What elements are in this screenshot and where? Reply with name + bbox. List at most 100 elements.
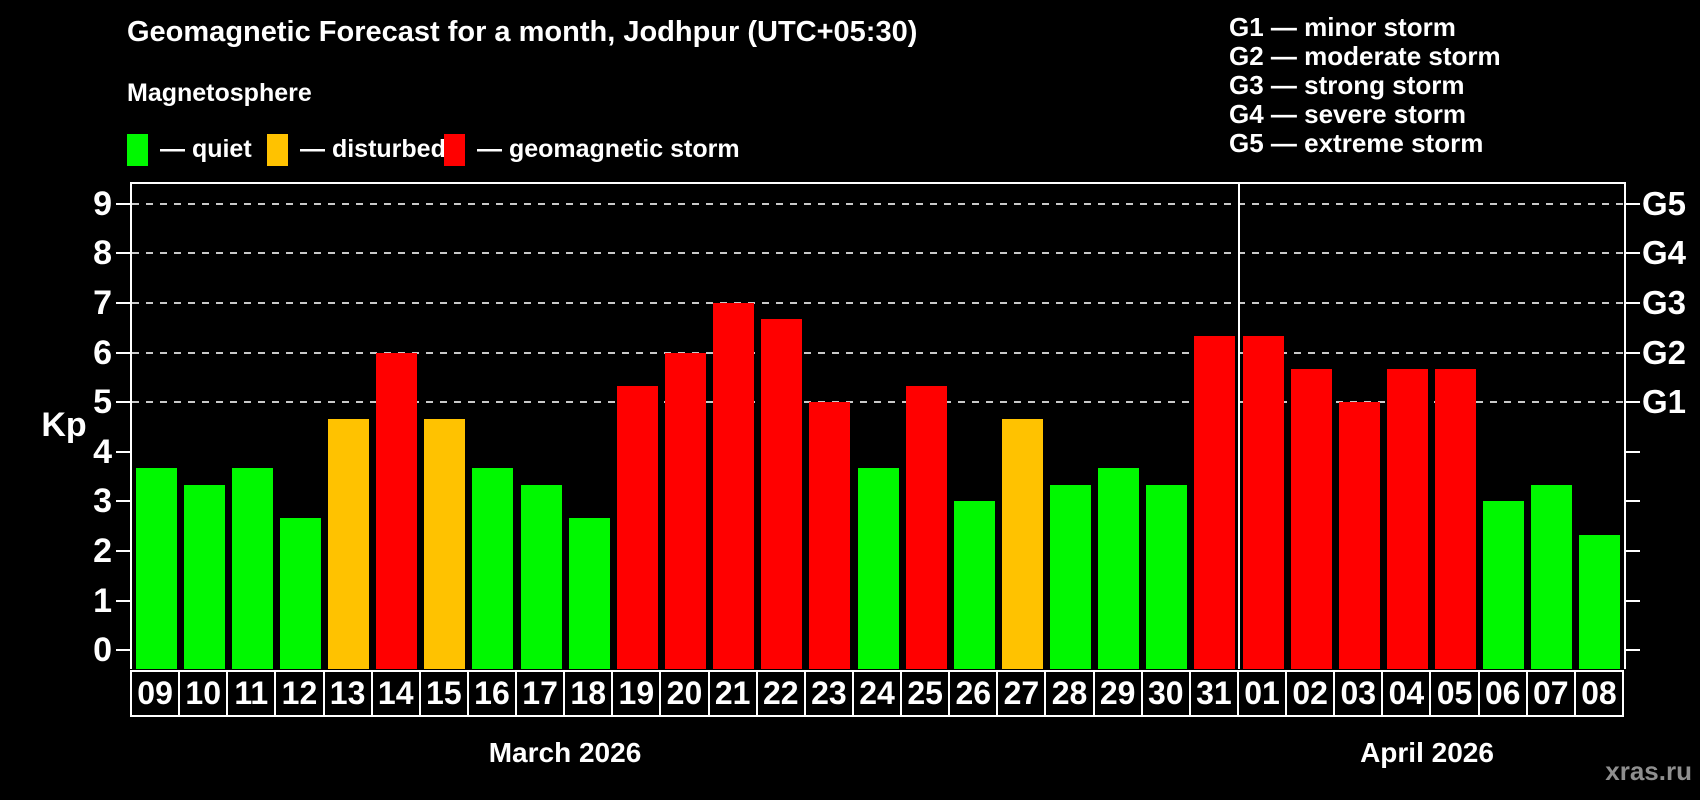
tick-left-8: [116, 252, 130, 255]
bar-march-19: [616, 385, 658, 669]
y-tick-label-7: 7: [93, 284, 112, 323]
tick-left-2: [116, 549, 130, 552]
bar-march-30: [1146, 485, 1188, 669]
day-cell-april-02: 02: [1285, 670, 1334, 717]
tick-right-8: [1626, 252, 1640, 255]
tick-left-3: [116, 500, 130, 503]
day-cell-march-30: 30: [1140, 670, 1189, 717]
y-tick-label-5: 5: [93, 383, 112, 422]
g-scale-label-g4: G4: [1642, 234, 1687, 272]
page-title: Geomagnetic Forecast for a month, Jodhpu…: [127, 16, 918, 48]
tick-left-7: [116, 302, 130, 305]
day-cell-march-14: 14: [370, 670, 419, 717]
day-cell-march-28: 28: [1044, 670, 1093, 717]
bar-march-11: [231, 468, 273, 669]
bar-march-23: [809, 402, 851, 669]
day-cell-march-16: 16: [466, 670, 516, 717]
gridline-kp-8: [132, 252, 1624, 255]
bar-march-29: [1098, 468, 1140, 669]
bar-april-03: [1338, 402, 1380, 669]
bar-march-27: [1001, 418, 1043, 669]
tick-right-1: [1626, 599, 1640, 602]
tick-right-5: [1626, 401, 1640, 404]
bar-march-16: [472, 468, 514, 669]
month-label-april: April 2026: [1360, 737, 1494, 768]
y-tick-label-3: 3: [93, 482, 112, 521]
bar-april-04: [1386, 368, 1428, 669]
bar-march-31: [1194, 336, 1236, 669]
bar-march-14: [376, 352, 418, 669]
legend-item-disturbed: — disturbed: [267, 133, 446, 166]
watermark-xras: xras.ru: [1605, 756, 1692, 786]
y-tick-label-8: 8: [93, 234, 112, 273]
day-cell-april-05: 05: [1429, 670, 1478, 717]
magnetosphere-label: Magnetosphere: [127, 79, 312, 107]
gridline-kp-5: [132, 401, 1624, 404]
tick-right-9: [1626, 202, 1640, 205]
bar-march-28: [1050, 485, 1092, 669]
y-tick-label-0: 0: [93, 631, 112, 670]
tick-right-2: [1626, 549, 1640, 552]
storm-swatch-icon: [444, 133, 465, 166]
day-cell-march-10: 10: [178, 670, 227, 717]
tick-left-6: [116, 351, 130, 354]
day-cell-march-12: 12: [274, 670, 323, 717]
day-cell-march-20: 20: [659, 670, 708, 717]
y-tick-label-6: 6: [93, 333, 112, 372]
plot-area: [130, 182, 1626, 669]
y-tick-label-1: 1: [93, 581, 112, 620]
day-cell-april-07: 07: [1525, 670, 1574, 717]
day-cell-march-19: 19: [611, 670, 660, 717]
tick-left-5: [116, 401, 130, 404]
day-axis: 09 10 11 12 13 14 15 16 17 18 19 20 21 22 23 24 25 26 27 28…: [130, 670, 1626, 717]
legend-item-quiet: — quiet: [127, 133, 252, 166]
g-legend-line-g4: G4 — severe storm: [1229, 99, 1467, 129]
g-legend-line-g2: G2 — moderate storm: [1229, 41, 1501, 71]
day-cell-march-23: 23: [803, 670, 852, 717]
bar-march-17: [520, 485, 562, 669]
legend-item-storm: — geomagnetic storm: [444, 133, 740, 166]
g-scale-label-g1: G1: [1642, 383, 1687, 421]
day-cell-april-01: 01: [1236, 670, 1286, 717]
g-scale-label-g3: G3: [1642, 284, 1687, 322]
day-cell-april-06: 06: [1477, 670, 1526, 717]
gridline-kp-6: [132, 351, 1624, 354]
day-cell-march-22: 22: [755, 670, 804, 717]
day-cell-march-11: 11: [226, 670, 275, 717]
g-legend-line-g5: G5 — extreme storm: [1229, 128, 1484, 158]
bar-april-05: [1435, 368, 1477, 669]
gridline-kp-7: [132, 302, 1624, 305]
g-scale-label-g2: G2: [1642, 333, 1687, 371]
bar-march-20: [664, 352, 706, 669]
bar-march-09: [135, 468, 177, 669]
tick-left-1: [116, 599, 130, 602]
bar-april-07: [1531, 485, 1573, 669]
legend-label-storm: — geomagnetic storm: [477, 135, 740, 163]
day-cell-march-29: 29: [1092, 670, 1141, 717]
g-scale-label-g5: G5: [1642, 184, 1687, 222]
day-cell-april-03: 03: [1333, 670, 1382, 717]
bar-march-12: [279, 517, 321, 669]
tick-left-9: [116, 202, 130, 205]
bar-april-02: [1290, 368, 1332, 669]
g-scale-legend: G1 — minor storm G2 — moderate storm G3 …: [1229, 13, 1501, 158]
bar-march-21: [713, 303, 755, 669]
tick-right-3: [1626, 500, 1640, 503]
bar-march-24: [857, 468, 899, 669]
day-cell-march-31: 31: [1188, 670, 1237, 717]
day-cell-april-04: 04: [1381, 670, 1430, 717]
g-legend-line-g1: G1 — minor storm: [1229, 12, 1456, 42]
month-label-march: March 2026: [488, 737, 642, 768]
bar-march-26: [953, 501, 995, 669]
day-cell-march-24: 24: [851, 670, 901, 717]
day-cell-march-15: 15: [418, 670, 467, 717]
bar-march-18: [568, 517, 610, 669]
gridline-kp-9: [132, 202, 1624, 205]
bar-april-08: [1579, 534, 1621, 669]
bar-march-22: [761, 319, 803, 669]
bar-march-25: [905, 385, 947, 669]
tick-left-0: [116, 649, 130, 652]
tick-left-4: [116, 450, 130, 453]
disturbed-swatch-icon: [267, 133, 288, 166]
tick-right-0: [1626, 649, 1640, 652]
